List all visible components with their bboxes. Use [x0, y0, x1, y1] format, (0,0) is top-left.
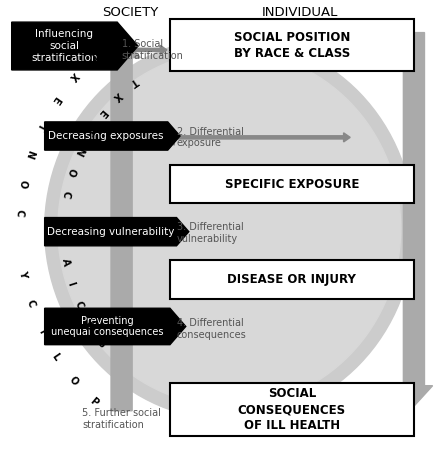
- FancyArrow shape: [395, 32, 433, 406]
- Polygon shape: [45, 308, 186, 345]
- Circle shape: [58, 51, 401, 406]
- Text: T: T: [83, 125, 95, 136]
- Text: Decreasing vulnerability: Decreasing vulnerability: [47, 227, 174, 237]
- Text: 4. Differential
consequences: 4. Differential consequences: [176, 318, 246, 340]
- Text: N: N: [73, 145, 85, 156]
- Text: C: C: [14, 209, 24, 217]
- Text: T: T: [35, 121, 47, 131]
- Text: Y: Y: [17, 270, 28, 278]
- Text: S: S: [95, 338, 108, 350]
- FancyArrow shape: [103, 37, 140, 411]
- Text: 2. Differential
exposure: 2. Differential exposure: [176, 127, 243, 148]
- Text: L: L: [50, 352, 62, 363]
- Text: Decreasing exposures: Decreasing exposures: [49, 131, 164, 141]
- FancyBboxPatch shape: [170, 165, 414, 203]
- Text: O: O: [65, 166, 77, 177]
- Text: C: C: [24, 298, 36, 308]
- Text: 3. Differential
vulnerability: 3. Differential vulnerability: [176, 222, 243, 244]
- Text: O: O: [82, 319, 95, 332]
- Text: Influencing
social
stratification: Influencing social stratification: [31, 29, 98, 63]
- Text: I: I: [65, 281, 76, 287]
- Text: E: E: [50, 94, 62, 105]
- Text: INDIVIDUAL: INDIVIDUAL: [262, 5, 338, 19]
- Polygon shape: [45, 122, 180, 150]
- Text: T: T: [88, 49, 100, 61]
- Text: C: C: [72, 300, 84, 311]
- Text: T: T: [128, 75, 139, 88]
- Text: N: N: [24, 149, 36, 159]
- Text: X: X: [111, 90, 123, 102]
- Text: SOCIETY: SOCIETY: [102, 5, 158, 19]
- Text: DISEASE OR INJURY: DISEASE OR INJURY: [228, 273, 356, 286]
- Text: X: X: [67, 70, 79, 82]
- Text: O: O: [67, 375, 80, 388]
- FancyBboxPatch shape: [170, 19, 414, 71]
- Text: Preventing
unequal consequences: Preventing unequal consequences: [51, 316, 164, 337]
- Text: E: E: [96, 106, 108, 118]
- Text: SOCIAL
CONSEQUENCES
OF ILL HEALTH: SOCIAL CONSEQUENCES OF ILL HEALTH: [238, 387, 346, 432]
- FancyBboxPatch shape: [170, 260, 414, 299]
- FancyArrow shape: [176, 133, 350, 142]
- Text: L: L: [57, 236, 68, 243]
- Text: 5. Further social
stratification: 5. Further social stratification: [82, 408, 161, 430]
- Text: O: O: [17, 178, 28, 188]
- FancyArrow shape: [168, 136, 174, 145]
- Polygon shape: [11, 22, 138, 70]
- Text: I: I: [36, 327, 46, 335]
- Text: SPECIFIC EXPOSURE: SPECIFIC EXPOSURE: [225, 178, 359, 191]
- Polygon shape: [45, 218, 189, 246]
- Text: 1. Social
stratification: 1. Social stratification: [122, 39, 183, 61]
- Text: P: P: [88, 396, 100, 408]
- FancyArrow shape: [123, 45, 167, 54]
- Text: C: C: [60, 189, 71, 198]
- Circle shape: [45, 37, 414, 420]
- Text: SOCIAL POSITION
BY RACE & CLASS: SOCIAL POSITION BY RACE & CLASS: [234, 31, 350, 59]
- Text: A: A: [60, 257, 71, 266]
- FancyBboxPatch shape: [170, 383, 414, 436]
